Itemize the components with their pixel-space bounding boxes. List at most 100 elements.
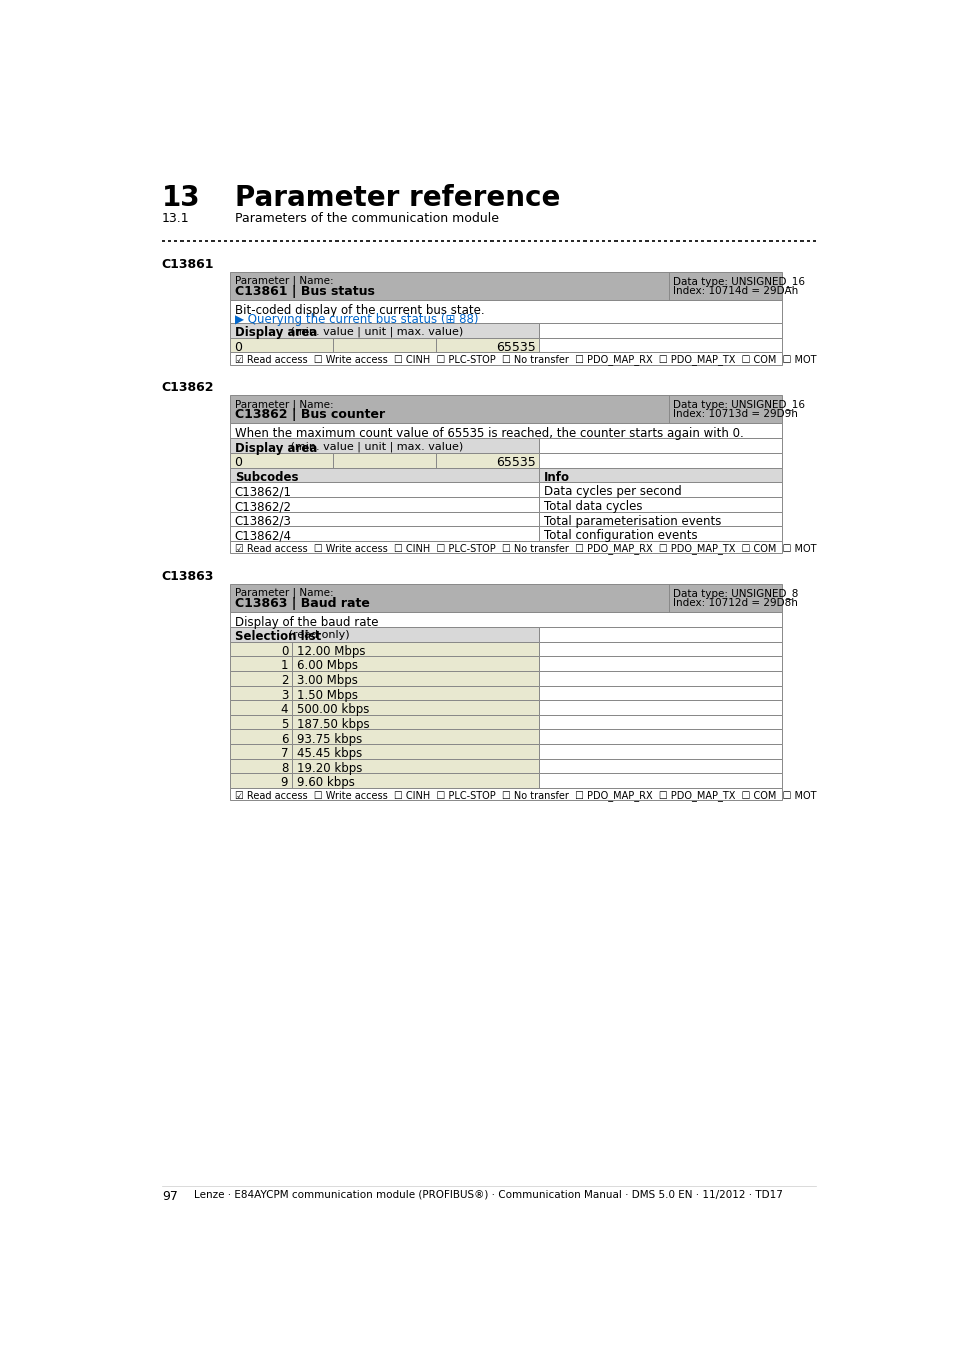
Bar xyxy=(538,744,781,759)
Text: (min. value | unit | max. value): (min. value | unit | max. value) xyxy=(287,441,463,452)
Bar xyxy=(230,467,538,482)
Bar xyxy=(230,541,781,554)
Bar xyxy=(230,716,538,729)
Text: Total parameterisation events: Total parameterisation events xyxy=(543,514,720,528)
Bar xyxy=(538,439,781,454)
Bar xyxy=(230,744,538,759)
Bar xyxy=(230,512,538,526)
Bar xyxy=(538,686,781,701)
Text: Total configuration events: Total configuration events xyxy=(543,529,697,543)
Bar xyxy=(538,526,781,541)
Bar xyxy=(230,585,781,612)
Bar xyxy=(230,497,538,512)
Bar xyxy=(230,273,781,300)
Bar xyxy=(230,323,538,338)
Text: 0: 0 xyxy=(233,456,242,470)
Text: Parameter reference: Parameter reference xyxy=(235,184,560,212)
Bar xyxy=(436,338,538,352)
Text: 45.45 kbps: 45.45 kbps xyxy=(296,747,361,760)
Text: 187.50 kbps: 187.50 kbps xyxy=(296,718,369,730)
Text: 0: 0 xyxy=(280,645,288,657)
Bar xyxy=(538,641,781,656)
Text: 6: 6 xyxy=(280,733,288,745)
Text: Lenze · E84AYCPM communication module (PROFIBUS®) · Communication Manual · DMS 5: Lenze · E84AYCPM communication module (P… xyxy=(194,1189,782,1200)
Text: 3.00 Mbps: 3.00 Mbps xyxy=(296,674,357,687)
Text: 7: 7 xyxy=(280,747,288,760)
Bar xyxy=(333,338,436,352)
Bar xyxy=(538,671,781,686)
Text: C13863 | Baud rate: C13863 | Baud rate xyxy=(234,597,369,610)
Bar xyxy=(230,641,538,656)
Text: Index: 10714d = 29DAh: Index: 10714d = 29DAh xyxy=(673,286,798,296)
Bar xyxy=(230,454,333,467)
Bar xyxy=(436,454,538,467)
Text: C13863: C13863 xyxy=(162,570,214,583)
Bar xyxy=(230,701,538,716)
Bar xyxy=(538,729,781,744)
Bar xyxy=(538,497,781,512)
Text: ▶ Querying the current bus status (⊞ 88): ▶ Querying the current bus status (⊞ 88) xyxy=(234,313,477,325)
Text: ☑ Read access  ☐ Write access  ☐ CINH  ☐ PLC-STOP  ☐ No transfer  ☐ PDO_MAP_RX  : ☑ Read access ☐ Write access ☐ CINH ☐ PL… xyxy=(234,790,816,802)
Text: ☑ Read access  ☐ Write access  ☐ CINH  ☐ PLC-STOP  ☐ No transfer  ☐ PDO_MAP_RX  : ☑ Read access ☐ Write access ☐ CINH ☐ PL… xyxy=(234,355,816,366)
Text: C13862 | Bus counter: C13862 | Bus counter xyxy=(234,409,384,421)
Bar xyxy=(538,701,781,716)
Text: Parameter | Name:: Parameter | Name: xyxy=(234,400,333,409)
Text: 6.00 Mbps: 6.00 Mbps xyxy=(296,659,357,672)
Bar xyxy=(230,352,781,365)
Text: 3: 3 xyxy=(280,688,288,702)
Bar xyxy=(230,439,538,454)
Text: C13862/4: C13862/4 xyxy=(234,529,292,543)
Text: 1.50 Mbps: 1.50 Mbps xyxy=(296,688,357,702)
Text: (read only): (read only) xyxy=(285,630,350,640)
Text: Display of the baud rate: Display of the baud rate xyxy=(234,616,377,629)
Text: 9: 9 xyxy=(280,776,288,790)
Bar xyxy=(538,716,781,729)
Bar xyxy=(538,759,781,774)
Text: Info: Info xyxy=(543,471,569,483)
Bar xyxy=(230,656,538,671)
Text: Bit-coded display of the current bus state.: Bit-coded display of the current bus sta… xyxy=(234,304,484,317)
Text: Parameter | Name:: Parameter | Name: xyxy=(234,587,333,598)
Text: Index: 10712d = 29D8h: Index: 10712d = 29D8h xyxy=(673,598,798,608)
Text: Index: 10713d = 29D9h: Index: 10713d = 29D9h xyxy=(673,409,798,418)
Text: 93.75 kbps: 93.75 kbps xyxy=(296,733,361,745)
Text: Data cycles per second: Data cycles per second xyxy=(543,486,681,498)
Text: C13862/1: C13862/1 xyxy=(234,486,292,498)
Text: C13862: C13862 xyxy=(162,382,214,394)
Bar xyxy=(230,482,538,497)
Text: (min. value | unit | max. value): (min. value | unit | max. value) xyxy=(287,325,463,336)
Bar xyxy=(538,323,781,338)
Bar xyxy=(230,759,538,774)
Text: 65535: 65535 xyxy=(496,456,535,470)
Bar xyxy=(230,628,538,641)
Text: 13: 13 xyxy=(162,184,200,212)
Text: 0: 0 xyxy=(233,340,242,354)
Bar xyxy=(230,671,538,686)
Bar xyxy=(538,656,781,671)
Bar xyxy=(230,612,781,628)
Text: 12.00 Mbps: 12.00 Mbps xyxy=(296,645,365,657)
Text: Subcodes: Subcodes xyxy=(234,471,298,483)
Text: Display area: Display area xyxy=(234,441,316,455)
Text: 13.1: 13.1 xyxy=(162,212,190,225)
Bar xyxy=(538,774,781,788)
Text: 19.20 kbps: 19.20 kbps xyxy=(296,761,362,775)
Bar xyxy=(538,467,781,482)
Text: Data type: UNSIGNED_16: Data type: UNSIGNED_16 xyxy=(673,400,804,410)
Text: 2: 2 xyxy=(280,674,288,687)
Text: Data type: UNSIGNED_16: Data type: UNSIGNED_16 xyxy=(673,275,804,286)
Text: ☑ Read access  ☐ Write access  ☐ CINH  ☐ PLC-STOP  ☐ No transfer  ☐ PDO_MAP_RX  : ☑ Read access ☐ Write access ☐ CINH ☐ PL… xyxy=(234,543,816,554)
Bar xyxy=(333,454,436,467)
Text: Total data cycles: Total data cycles xyxy=(543,500,641,513)
Text: Data type: UNSIGNED_8: Data type: UNSIGNED_8 xyxy=(673,587,798,598)
Text: 97: 97 xyxy=(162,1189,177,1203)
Text: 1: 1 xyxy=(280,659,288,672)
Bar xyxy=(230,526,538,541)
Text: 500.00 kbps: 500.00 kbps xyxy=(296,703,369,717)
Bar xyxy=(538,454,781,467)
Text: When the maximum count value of 65535 is reached, the counter starts again with : When the maximum count value of 65535 is… xyxy=(234,427,742,440)
Bar xyxy=(230,686,538,701)
Text: C13862/3: C13862/3 xyxy=(234,514,292,528)
Bar xyxy=(230,300,781,323)
Bar xyxy=(230,729,538,744)
